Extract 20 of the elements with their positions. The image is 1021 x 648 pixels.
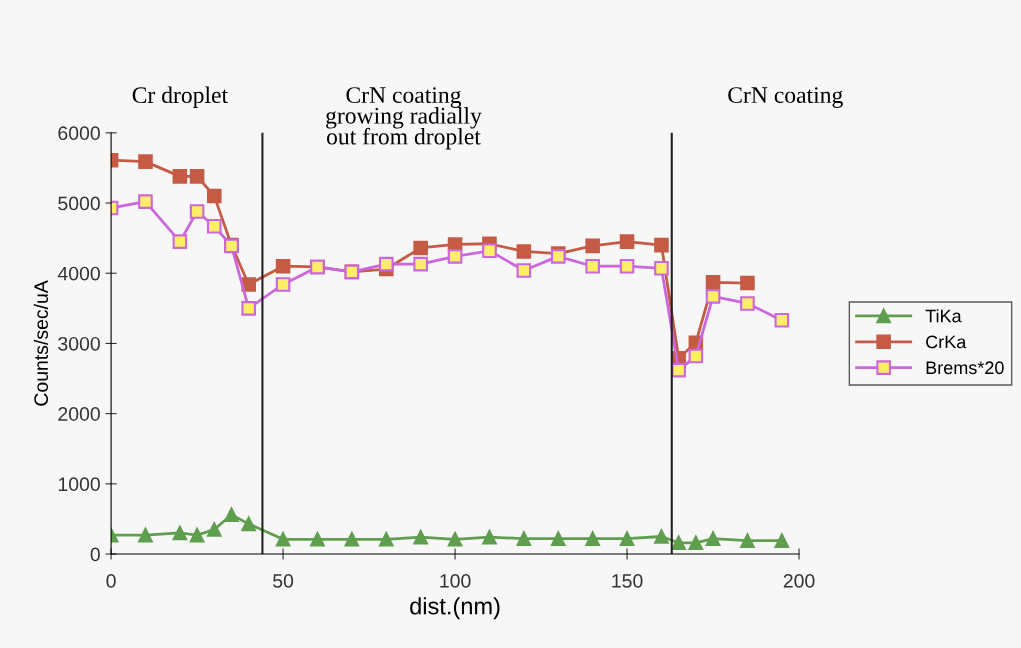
annotation: CrN coating growing radially out from droplet	[326, 87, 482, 150]
x-tick-label: 100	[440, 574, 471, 588]
y-axis-title: Counts/sec/uA	[33, 280, 49, 406]
x-tick-label: 150	[612, 574, 643, 588]
y-tick-label: 5000	[58, 196, 100, 211]
text: CrN coating	[728, 87, 843, 108]
x-axis-title: dist.(nm)	[410, 597, 500, 620]
y-tick-label: 3000	[58, 336, 100, 351]
text: Cr droplet	[132, 86, 228, 108]
y-tick-label: 4000	[57, 266, 100, 281]
legend-label: TiKa	[925, 309, 962, 323]
x-tick-label: 0	[106, 574, 116, 588]
y-tick-label: 1000	[58, 477, 100, 492]
legend-label: Brems*20	[926, 361, 1004, 375]
y-tick-label: 6000	[58, 126, 100, 141]
y-tick-label: 0	[90, 547, 100, 562]
x-tick-label: 200	[783, 574, 815, 588]
legend-label: CrKa	[926, 335, 967, 349]
y-tick-label: 2000	[58, 407, 100, 421]
x-tick-label: 50	[273, 574, 294, 588]
